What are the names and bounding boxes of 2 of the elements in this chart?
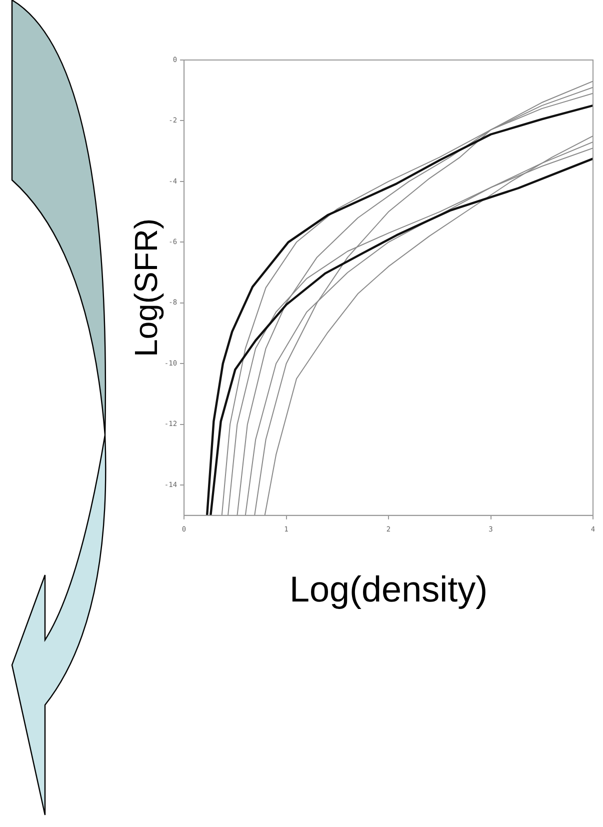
x-axis-title: Log(density) bbox=[289, 568, 488, 610]
y-axis-title: Log(SFR) bbox=[128, 218, 164, 358]
